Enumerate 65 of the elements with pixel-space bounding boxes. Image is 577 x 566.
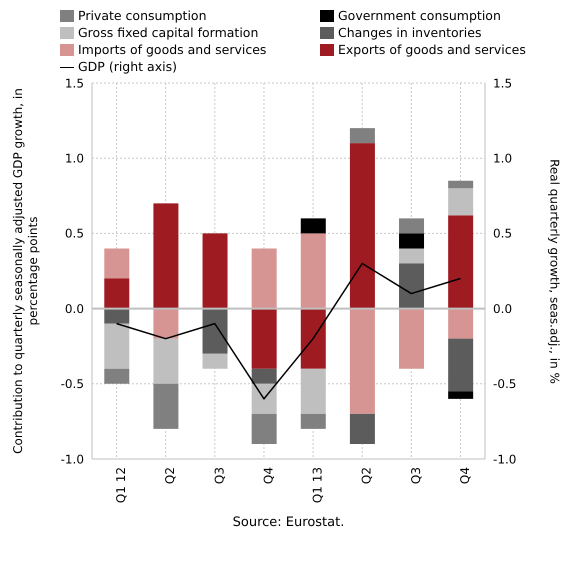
y2-axis-title: Real quarterly growth, seas.adj., in %	[546, 158, 562, 386]
y-tick-label: -1.0	[60, 452, 84, 466]
legend-label: Gross fixed capital formation	[78, 25, 258, 41]
y-tick-label: -0.5	[60, 377, 84, 392]
bar	[252, 248, 277, 309]
bar	[104, 278, 130, 309]
bar	[300, 308, 326, 369]
bar	[202, 308, 228, 354]
bar	[448, 215, 474, 309]
x-tick-label: Q3	[212, 467, 226, 484]
bar	[350, 128, 375, 144]
bar	[399, 248, 424, 264]
bar	[300, 218, 326, 234]
x-tick-label: Q2	[360, 467, 374, 484]
source-note: Source: Eurostat.	[232, 515, 346, 530]
y2-tick-label: 0.0	[493, 302, 512, 316]
y-tick-label: 1.5	[64, 76, 84, 90]
bar	[104, 248, 130, 279]
bar	[448, 338, 474, 392]
y-tick-label: 1.0	[64, 151, 84, 166]
x-tick-label: Q2	[163, 467, 178, 484]
bar	[399, 218, 424, 234]
y2-tick-label: 0.5	[493, 226, 512, 241]
legend-label: Changes in inventories	[338, 25, 482, 41]
bar	[350, 143, 375, 309]
bar	[153, 384, 178, 429]
bar	[300, 414, 326, 429]
x-tick-label: Q3	[408, 467, 423, 484]
bar	[252, 368, 277, 384]
legend-label: GDP (right axis)	[78, 59, 177, 75]
bar	[153, 308, 178, 339]
bar	[448, 391, 474, 399]
y-tick-label: 0.0	[64, 302, 84, 316]
y2-tick-label: 1.0	[493, 151, 512, 166]
legend-label: Government consumption	[338, 8, 501, 24]
y-axis-title: Contribution to quarterly seasonally adjusted GDP growth, in percentage points	[11, 87, 41, 456]
line-series	[116, 262, 462, 400]
x-tick-label: Q4	[261, 467, 276, 484]
y-tick-label: 0.5	[64, 226, 84, 241]
bar	[399, 263, 424, 309]
bar	[252, 414, 277, 444]
bar	[202, 354, 228, 369]
bar	[153, 203, 178, 309]
bar	[104, 368, 130, 384]
bar	[202, 233, 228, 309]
bar	[399, 308, 424, 369]
bar	[104, 308, 130, 324]
bar	[448, 180, 474, 188]
x-tick-label: Q4	[458, 467, 472, 484]
legend-label: Imports of goods and services	[78, 42, 266, 58]
x-tick-label: Q1 12	[114, 467, 128, 504]
legend-label: Private consumption	[78, 8, 206, 24]
bar	[399, 233, 424, 248]
bar	[350, 414, 375, 444]
x-tick-label: Q1 13	[310, 467, 325, 504]
bar	[104, 324, 130, 369]
y2-tick-label: -0.5	[493, 377, 516, 392]
bar	[300, 233, 326, 309]
bar	[448, 188, 474, 216]
y2-tick-label: -1.0	[493, 452, 516, 466]
bar	[252, 308, 277, 369]
y2-tick-label: 1.5	[493, 76, 512, 90]
bar	[350, 308, 375, 414]
legend-label: Exports of goods and services	[338, 42, 526, 58]
bar	[448, 308, 474, 339]
